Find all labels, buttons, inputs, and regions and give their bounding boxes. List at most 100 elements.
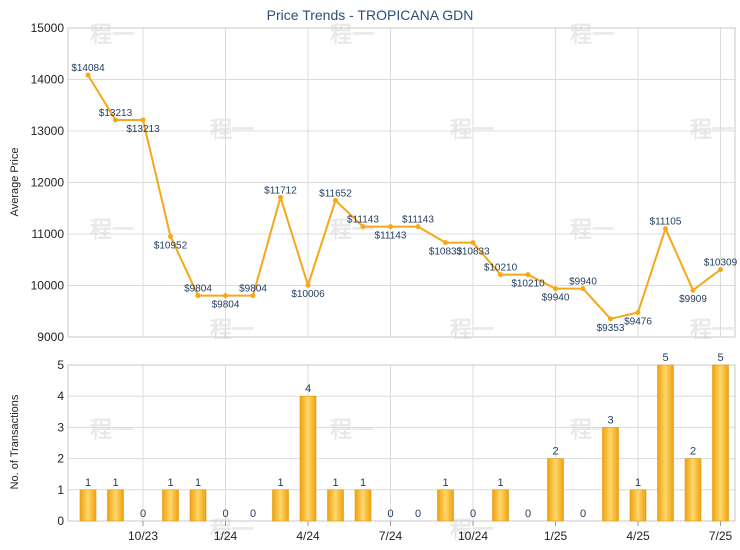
price-point-label: $11143: [402, 215, 434, 226]
price-point: [690, 287, 696, 293]
transaction-bar: [354, 489, 372, 522]
watermark-0: 程一: [90, 23, 134, 48]
price-point: [525, 272, 531, 278]
price-point: [360, 224, 366, 230]
price-y-tick-label: 12000: [31, 176, 65, 190]
price-point-label: $13213: [126, 124, 160, 135]
watermark-2: 程一: [570, 23, 614, 48]
transaction-bar-label: 5: [717, 352, 723, 364]
price-point-label: $9476: [624, 316, 652, 327]
transaction-bar-label: 1: [360, 477, 366, 489]
watermark-12: 程一: [90, 418, 134, 443]
price-point: [305, 282, 311, 288]
transactions-y-tick-label: 5: [57, 358, 64, 372]
transaction-bar: [684, 458, 702, 522]
price-point-label: $11652: [319, 188, 352, 199]
transaction-bar-label: 0: [250, 508, 256, 520]
transaction-bar-label: 2: [690, 446, 696, 458]
price-point: [498, 272, 503, 278]
price-point-label: $9804: [239, 284, 267, 295]
transaction-bar: [299, 395, 317, 522]
transaction-bar: [629, 489, 647, 522]
price-point: [608, 316, 613, 322]
transaction-bar-label: 3: [607, 414, 613, 426]
transaction-bar-label: 0: [140, 508, 146, 520]
price-point: [663, 226, 668, 232]
price-y-tick-label: 13000: [31, 124, 65, 138]
x-tick-label: 7/24: [379, 529, 403, 543]
price-point: [195, 293, 201, 299]
transactions-y-axis-label: No. of Transactions: [9, 394, 21, 489]
price-point-label: $11143: [347, 215, 379, 226]
price-point-label: $9909: [679, 294, 707, 305]
panel-frame-0: [67, 27, 736, 338]
price-point-label: $10833: [456, 247, 490, 258]
transaction-bar-label: 0: [525, 508, 531, 520]
transaction-bar: [272, 489, 289, 522]
transaction-bar-label: 1: [635, 477, 641, 489]
watermark-11: 程一: [690, 318, 734, 343]
watermark-1: 程一: [330, 23, 374, 48]
transaction-bar-label: 1: [167, 477, 173, 489]
price-point-label: $11143: [375, 231, 407, 242]
price-point-label: $9804: [212, 300, 240, 311]
chart-title: Price Trends - TROPICANA GDN: [267, 7, 474, 23]
price-y-tick-label: 10000: [31, 279, 65, 293]
watermark-13: 程一: [330, 418, 374, 443]
price-point: [388, 224, 393, 230]
transaction-bar: [327, 489, 344, 522]
price-y-tick-label: 15000: [31, 21, 65, 35]
label-layer: 1 1 0 1 1 0 0 1 4 1 1 0 0 1 0 1 0 2 0 3 1 5 2 5 $14084 $13213 $132…: [71, 63, 737, 520]
x-tick-label: 1/24: [214, 529, 238, 543]
price-point: [85, 72, 91, 78]
price-point-label: $11105: [650, 217, 682, 228]
price-point-label: $9940: [569, 277, 597, 288]
axis-layer: 9000100001100012000130001400015000012345…: [31, 21, 736, 543]
transaction-bar-label: 1: [497, 477, 503, 489]
price-point-label: $9353: [597, 323, 625, 334]
transactions-y-tick-label: 3: [57, 420, 64, 434]
price-point-label: $10309: [704, 258, 738, 269]
panel-frame-1: [67, 364, 736, 522]
watermark-10: 程一: [450, 318, 494, 343]
transaction-bar-label: 1: [277, 477, 283, 489]
price-point: [333, 197, 338, 203]
transactions-y-tick-label: 4: [57, 389, 64, 403]
transaction-bar: [657, 364, 674, 522]
transaction-bar: [437, 489, 454, 522]
x-tick-label: 7/25: [709, 529, 733, 543]
watermark-9: 程一: [210, 318, 254, 343]
price-point-label: $10210: [511, 279, 545, 290]
price-point-label: $9804: [184, 284, 212, 295]
price-point-label: $13213: [99, 108, 133, 119]
transaction-bar-label: 1: [442, 477, 448, 489]
watermark-15: 程一: [210, 518, 254, 543]
x-tick-label: 4/24: [296, 529, 320, 543]
transaction-bar: [712, 364, 729, 522]
price-point-label: $10006: [291, 289, 325, 300]
bar-layer: [79, 364, 729, 522]
price-series-line: [87, 74, 722, 320]
price-y-tick-label: 14000: [31, 73, 65, 87]
price-point: [635, 309, 641, 315]
transaction-bar-label: 1: [85, 477, 91, 489]
transaction-bar: [79, 489, 97, 522]
transaction-bar-label: 5: [662, 352, 668, 364]
price-point: [580, 286, 586, 292]
x-tick-label: 10/23: [128, 529, 158, 543]
transaction-bar-label: 1: [332, 477, 338, 489]
price-y-tick-label: 11000: [32, 227, 65, 241]
price-point: [250, 293, 256, 299]
transaction-bar-label: 0: [415, 508, 421, 520]
transaction-bar: [492, 489, 509, 522]
price-point-label: $11712: [264, 185, 297, 196]
price-y-tick-label: 9000: [37, 330, 64, 344]
watermark-6: 程一: [90, 218, 134, 243]
transactions-y-tick-label: 1: [57, 483, 64, 497]
price-point: [113, 117, 118, 123]
x-tick-label: 1/25: [544, 529, 568, 543]
watermark-8: 程一: [570, 218, 614, 243]
transaction-bar-label: 4: [305, 383, 311, 395]
